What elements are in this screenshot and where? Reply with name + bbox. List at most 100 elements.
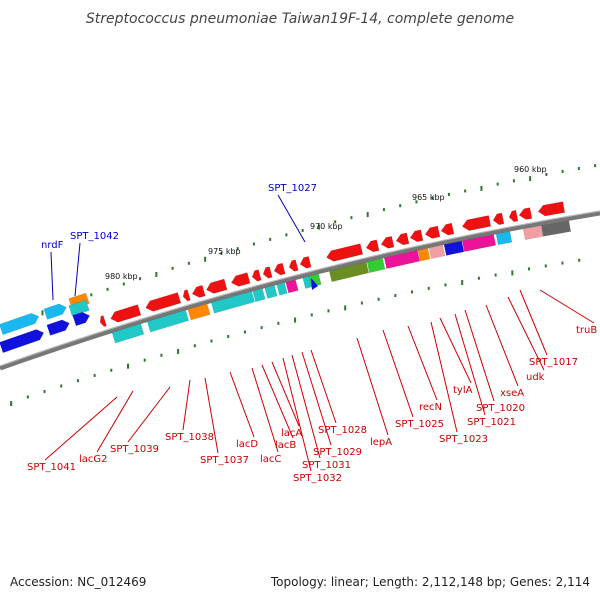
label-leader (430, 321, 458, 433)
label-leader (251, 367, 279, 453)
gene-label: udk (526, 372, 545, 383)
gene-red (182, 289, 191, 302)
gene-labels: nrdFSPT_1042SPT_1027SPT_1041lacG2SPT_103… (27, 183, 597, 484)
scale-tick (317, 224, 320, 230)
gene-red (110, 304, 142, 323)
gene-features (0, 201, 572, 354)
scale-tick (399, 204, 402, 208)
gene-red-shape (99, 315, 107, 327)
label-leader (204, 377, 219, 454)
gene-label: lacG2 (79, 454, 108, 465)
gene-red-shape (424, 225, 441, 239)
label-leader (182, 379, 191, 431)
label-leader (454, 313, 486, 416)
scale-tick-label: 975 kbp (208, 247, 241, 256)
scale-tick (427, 286, 430, 290)
gene-red-shape (145, 292, 182, 312)
gene-label: SPT_1029 (313, 447, 362, 458)
gene-label: SPT_1028 (318, 425, 367, 436)
gene-red-shape (191, 284, 206, 298)
gene-label: SPT_1038 (165, 432, 214, 443)
scale-tick (43, 389, 46, 393)
scale-tick (477, 276, 480, 280)
gene-lower-shape (187, 303, 211, 321)
gene-red-shape (262, 266, 273, 279)
scale-tick (26, 395, 29, 399)
gene-lower (383, 250, 421, 269)
gene-red (380, 235, 395, 249)
label-leader (127, 386, 171, 443)
scale-tick (327, 309, 330, 313)
gene-red-shape (461, 215, 492, 231)
scale-tick-label: 965 kbp (412, 193, 445, 202)
scale-tick (447, 192, 450, 196)
gene-lower (252, 288, 266, 303)
scale-tick (160, 353, 163, 357)
gene-red-shape (299, 256, 312, 269)
scale-tick (10, 401, 13, 407)
label-leader (464, 309, 495, 402)
gene-lower (540, 220, 572, 237)
gene-red (492, 212, 505, 225)
scale-tick (243, 330, 246, 334)
scale-ticks (10, 164, 597, 407)
gene-lower (366, 258, 386, 274)
label-leader (301, 351, 332, 446)
scale-tick (344, 305, 347, 311)
scale-tick (461, 280, 464, 286)
gene-label: lacD (236, 439, 258, 450)
genome-backbone-highlight (0, 210, 600, 367)
gene-red (537, 201, 566, 217)
gene-label: lacC (260, 454, 281, 465)
scale-tick (252, 242, 255, 246)
label-leader (291, 354, 321, 459)
scale-tick (193, 344, 196, 348)
gene-lower (522, 225, 544, 240)
gene-blue-shape (72, 311, 90, 327)
scale-tick-labels: 980 kbp 975 kbp 970 kbp 965 kbp 960 kbp (105, 165, 547, 281)
label-leader (485, 304, 519, 387)
label-leader (229, 371, 255, 438)
scale-tick (76, 379, 79, 383)
scale-tick (177, 348, 180, 354)
gene-red (461, 215, 492, 231)
gene-red-shape (380, 235, 395, 249)
label-leader (507, 296, 545, 371)
gene-lower (328, 261, 370, 283)
label-leader (310, 349, 337, 424)
scale-tick (411, 290, 414, 294)
gene-red-shape (395, 232, 410, 246)
gene-lower-shape (443, 240, 465, 256)
gene-red (145, 292, 182, 312)
gene-red-shape (110, 304, 142, 323)
scale-tick (360, 301, 363, 305)
gene-blue (72, 311, 90, 327)
gene-sky (43, 303, 67, 320)
selected-position-marker (311, 278, 318, 290)
gene-red (191, 284, 206, 298)
scale-tick (277, 321, 280, 325)
gene-red (326, 243, 364, 262)
gene-lower (443, 240, 465, 256)
scale-tick (480, 185, 483, 191)
gene-red-shape (537, 201, 566, 217)
gene-red (395, 232, 410, 246)
gene-red-shape (440, 222, 455, 236)
gene-label: SPT_1023 (439, 434, 488, 445)
gene-label: SPT_1020 (476, 403, 525, 414)
gene-red (251, 269, 262, 282)
scale-tick-label: 980 kbp (105, 272, 138, 281)
label-leader (44, 396, 118, 461)
gene-cyan (68, 299, 90, 317)
gene-red-shape (508, 209, 519, 223)
scale-tick (561, 169, 564, 173)
gene-red (230, 272, 251, 287)
label-leader (539, 289, 595, 324)
gene-label: SPT_1041 (27, 462, 76, 473)
gene-lower-shape (417, 247, 431, 262)
gene-lower (417, 247, 431, 262)
gene-lower-shape (210, 291, 256, 314)
scale-tick (512, 179, 515, 183)
scale-tick (310, 313, 313, 317)
gene-red (273, 262, 286, 276)
